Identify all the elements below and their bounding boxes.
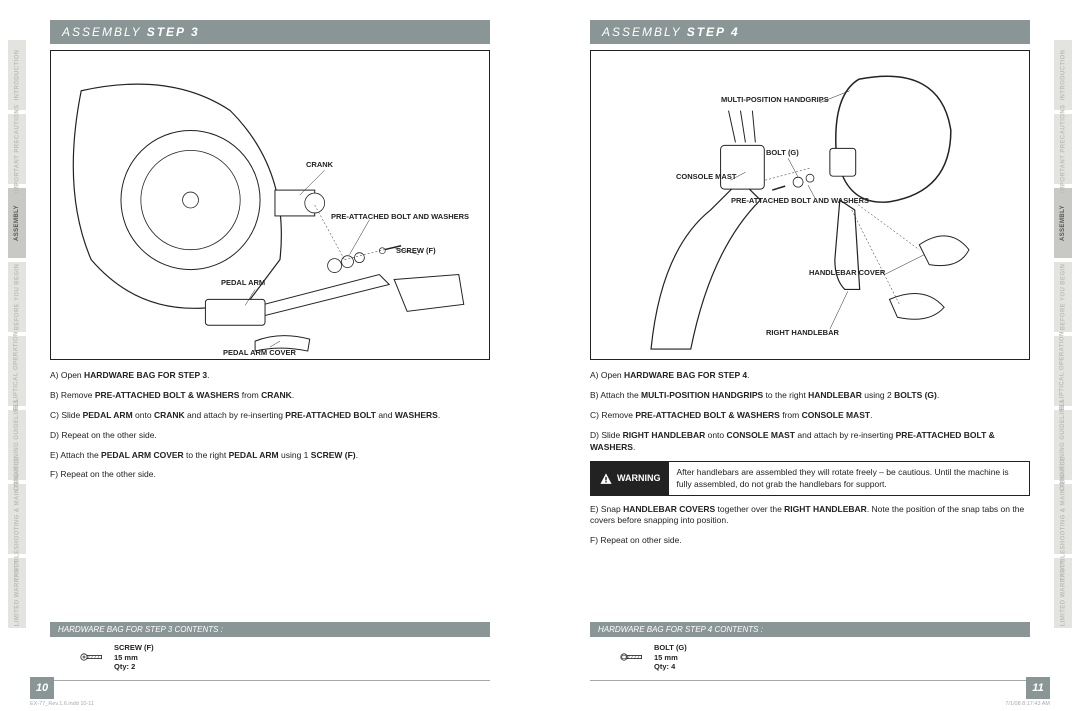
hardware-contents: SCREW (F) 15 mm Qty: 2 (50, 637, 490, 681)
instruction-step: A) Open HARDWARE BAG FOR STEP 3. (50, 370, 490, 382)
warning-badge: WARNING (591, 462, 669, 494)
instruction-step: D) Repeat on the other side. (50, 430, 490, 442)
screw-icon (80, 648, 104, 666)
warning-text: After handlebars are assembled they will… (669, 462, 1030, 494)
instruction-step: F) Repeat on the other side. (50, 469, 490, 481)
section-tab: IMPORTANT PRECAUTIONS (1054, 114, 1072, 184)
label-screw: SCREW (F) (396, 247, 436, 255)
hw-qty: Qty: 2 (114, 662, 154, 672)
hardware-bar: HARDWARE BAG FOR STEP 3 CONTENTS : (50, 622, 490, 637)
section-tab: INTRODUCTION (1054, 40, 1072, 110)
bolt-icon (620, 648, 644, 666)
label-console: CONSOLE MAST (676, 173, 736, 181)
hardware-text: SCREW (F) 15 mm Qty: 2 (114, 643, 154, 672)
page-10: INTRODUCTION IMPORTANT PRECAUTIONS ASSEMBL… (0, 0, 540, 711)
warning-icon (599, 472, 613, 486)
hw-qty: Qty: 4 (654, 662, 687, 672)
section-tabs-left: INTRODUCTION IMPORTANT PRECAUTIONS ASSEMBL… (8, 40, 26, 632)
header-step: STEP 4 (687, 25, 740, 39)
instruction-step: C) Remove PRE-ATTACHED BOLT & WASHERS fr… (590, 410, 1030, 422)
footer-date: 7/1/08 8:17:43 AM (1005, 701, 1050, 707)
hardware-contents: BOLT (G) 15 mm Qty: 4 (590, 637, 1030, 681)
instruction-step: E) Snap HANDLEBAR COVERS together over t… (590, 504, 1030, 528)
header-prefix: ASSEMBLY (62, 25, 147, 39)
label-pedal-cover: PEDAL ARM COVER (223, 349, 296, 357)
instruction-step: F) Repeat on other side. (590, 535, 1030, 547)
section-tab: BEFORE YOU BEGIN (8, 262, 26, 332)
warning-label: WARNING (617, 472, 661, 485)
instruction-step: B) Attach the MULTI-POSITION HANDGRIPS t… (590, 390, 1030, 402)
section-tab: TROUBLESHOOTING & MAINTENANCE (8, 484, 26, 554)
instruction-step: C) Slide PEDAL ARM onto CRANK and attach… (50, 410, 490, 422)
section-tab: ELLIPTICAL OPERATION (8, 336, 26, 406)
label-crank: CRANK (306, 161, 333, 169)
step-header: ASSEMBLY STEP 4 (590, 20, 1030, 44)
section-tab: ELLIPTICAL OPERATION (1054, 336, 1072, 406)
header-prefix: ASSEMBLY (602, 25, 687, 39)
label-right-hb: RIGHT HANDLEBAR (766, 329, 839, 337)
hardware-text: BOLT (G) 15 mm Qty: 4 (654, 643, 687, 672)
section-tab: ASSEMBLY (8, 188, 26, 258)
section-tab: BEFORE YOU BEGIN (1054, 262, 1072, 332)
page-number: 11 (1026, 677, 1050, 699)
hw-size: 15 mm (114, 653, 154, 663)
label-bolt: BOLT (G) (766, 149, 799, 157)
page-number: 10 (30, 677, 54, 699)
section-tab: LIMITED WARRANTY (8, 558, 26, 628)
hw-name: BOLT (G) (654, 643, 687, 653)
section-tab: INTRODUCTION (8, 40, 26, 110)
hw-size: 15 mm (654, 653, 687, 663)
instruction-step: E) Attach the PEDAL ARM COVER to the rig… (50, 450, 490, 462)
warning-box: WARNING After handlebars are assembled t… (590, 461, 1030, 495)
label-pre: PRE-ATTACHED BOLT AND WASHERS (731, 197, 869, 205)
page-11: INTRODUCTION IMPORTANT PRECAUTIONS ASSEMBL… (540, 0, 1080, 711)
diagram-step3: CRANK PRE-ATTACHED BOLT AND WASHERS SCRE… (50, 50, 490, 360)
step-header: ASSEMBLY STEP 3 (50, 20, 490, 44)
label-multi: MULTI-POSITION HANDGRIPS (721, 96, 829, 104)
instruction-step: D) Slide RIGHT HANDLEBAR onto CONSOLE MA… (590, 430, 1030, 454)
section-tab: LIMITED WARRANTY (1054, 558, 1072, 628)
instruction-step: B) Remove PRE-ATTACHED BOLT & WASHERS fr… (50, 390, 490, 402)
section-tab: IMPORTANT PRECAUTIONS (8, 114, 26, 184)
header-step: STEP 3 (147, 25, 200, 39)
section-tab: ASSEMBLY (1054, 188, 1072, 258)
footer-file: EX-77_Rev.1.6.indd 10-11 (30, 701, 94, 707)
instruction-step: A) Open HARDWARE BAG FOR STEP 4. (590, 370, 1030, 382)
diagram-step4: MULTI-POSITION HANDGRIPS BOLT (G) CONSOL… (590, 50, 1030, 360)
instruction-steps: A) Open HARDWARE BAG FOR STEP 3. B) Remov… (50, 370, 490, 622)
hw-name: SCREW (F) (114, 643, 154, 653)
instruction-steps: A) Open HARDWARE BAG FOR STEP 4. B) Attac… (590, 370, 1030, 622)
hardware-bar: HARDWARE BAG FOR STEP 4 CONTENTS : (590, 622, 1030, 637)
section-tabs-right: INTRODUCTION IMPORTANT PRECAUTIONS ASSEMBL… (1054, 40, 1072, 632)
section-tab: TROUBLESHOOTING & MAINTENANCE (1054, 484, 1072, 554)
label-cover: HANDLEBAR COVER (809, 269, 885, 277)
label-pedal-arm: PEDAL ARM (221, 279, 265, 287)
label-pre: PRE-ATTACHED BOLT AND WASHERS (331, 213, 469, 221)
